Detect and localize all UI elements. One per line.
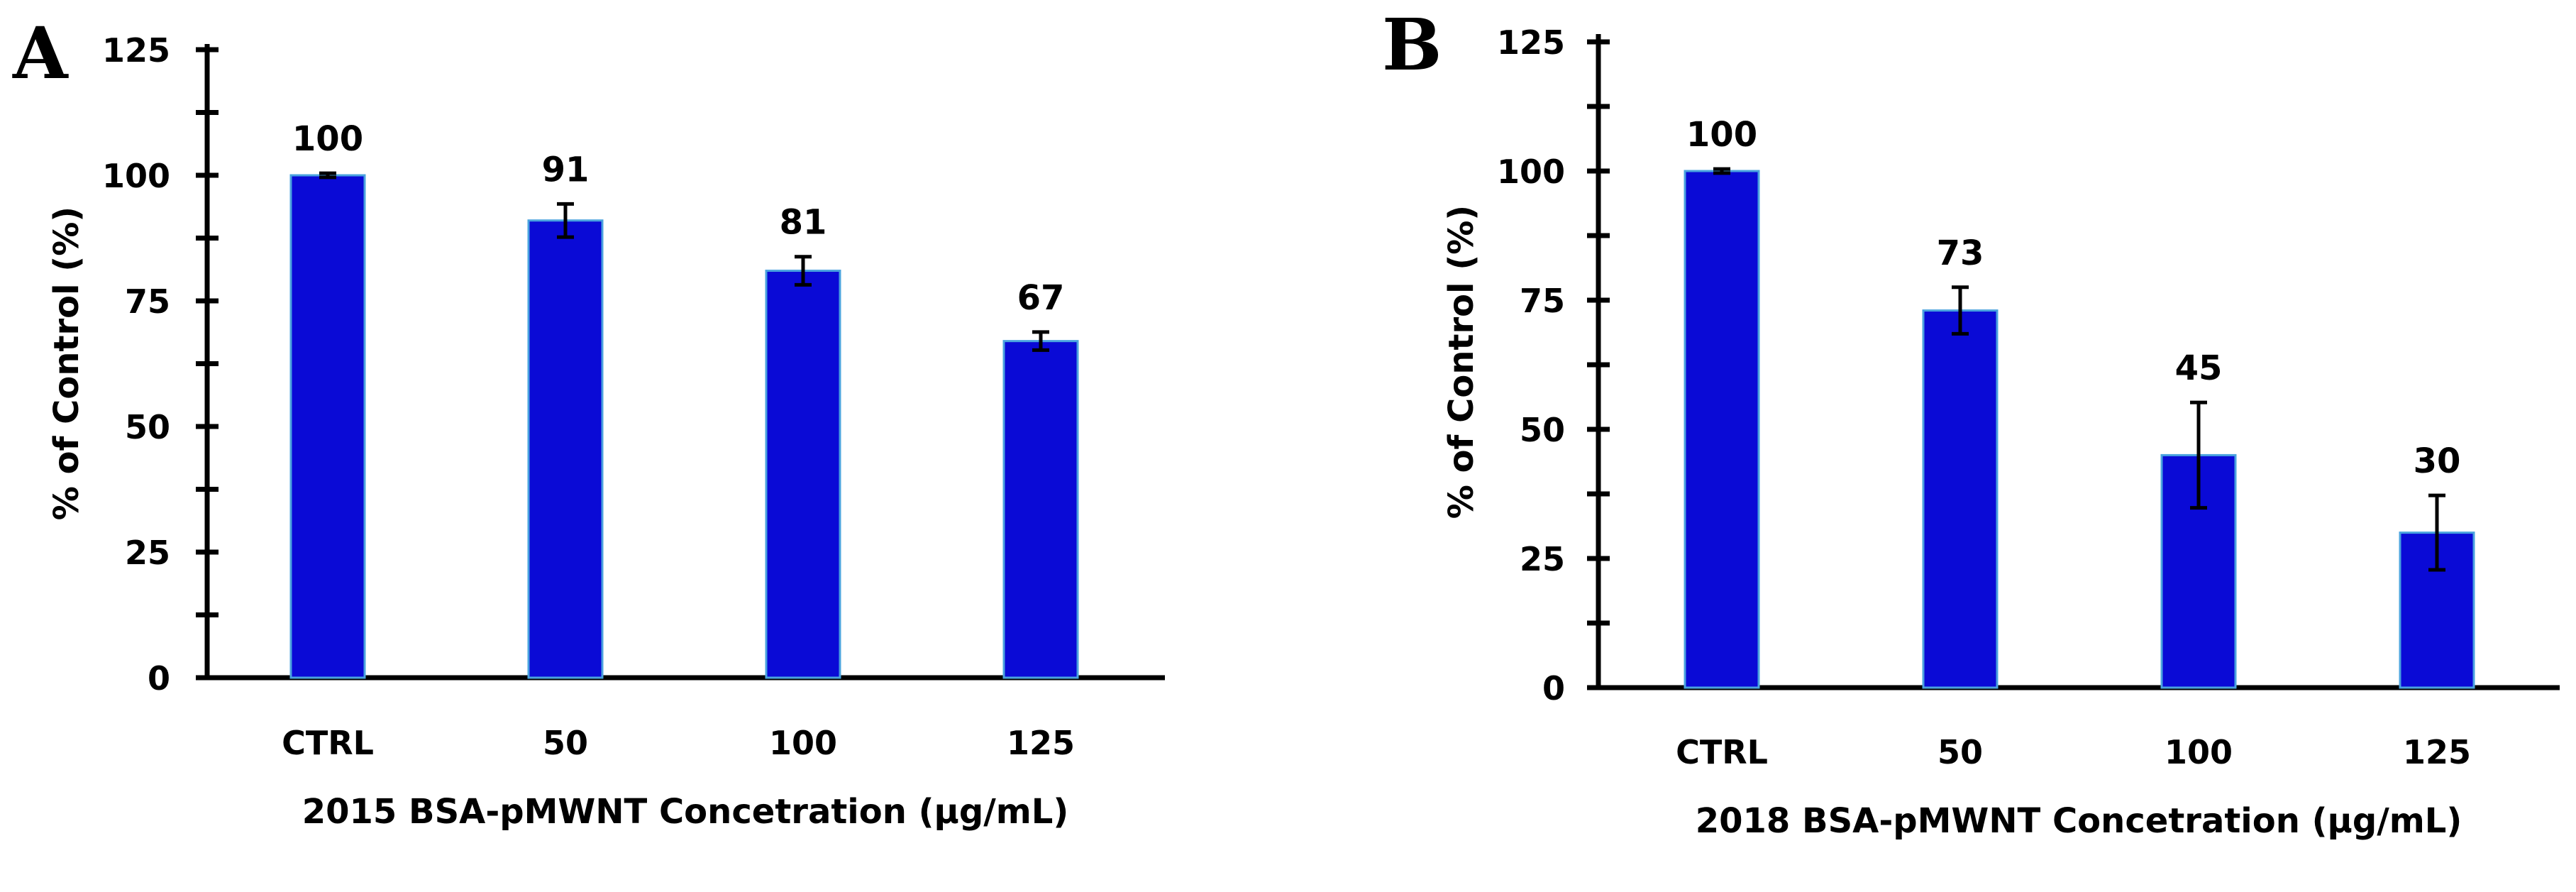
y-tick-label: 100 <box>102 157 170 195</box>
data-label: 100 <box>1686 115 1757 155</box>
data-labels-b: 100 73 45 30 <box>1686 115 2461 481</box>
y-tick-label: 100 <box>1497 153 1565 191</box>
bar <box>289 174 366 679</box>
data-label: 30 <box>2414 441 2461 481</box>
x-axis-title-a: 2015 BSA-pMWNT Concetration (μg/mL) <box>302 792 1069 832</box>
x-tick-label: 100 <box>2165 733 2233 771</box>
x-tick-label: 50 <box>1937 733 1983 771</box>
bars-a <box>289 171 1079 679</box>
x-axis-a: CTRL 50 100 125 2015 BSA-pMWNT Concetrat… <box>205 675 1165 832</box>
x-tick-label: 125 <box>1007 724 1075 762</box>
chart-panel-b: B 0 25 50 75 100 125 % of Control (%) CT… <box>1382 3 2560 841</box>
data-label: 91 <box>542 150 590 189</box>
bar <box>1684 170 1760 689</box>
y-tick-label: 0 <box>148 659 170 698</box>
bar <box>1002 340 1079 679</box>
y-tick-label: 0 <box>1542 669 1565 707</box>
bar <box>1922 309 1999 689</box>
x-tick-label: CTRL <box>282 724 374 762</box>
y-tick-label: 75 <box>1520 282 1565 320</box>
panel-label-a: A <box>12 11 69 95</box>
bar <box>527 219 604 679</box>
data-label: 73 <box>1937 233 1984 273</box>
chart-panel-a: A 0 25 50 75 100 125 % of Control (%) CT… <box>12 11 1165 832</box>
data-label: 67 <box>1017 278 1065 318</box>
y-tick-label: 125 <box>102 31 170 70</box>
x-axis-title-b: 2018 BSA-pMWNT Concetration (μg/mL) <box>1696 801 2462 841</box>
y-tick-label: 75 <box>125 282 170 321</box>
panel-label-b: B <box>1382 3 1442 87</box>
y-axis-a: 0 25 50 75 100 125 % of Control (%) <box>47 31 219 698</box>
y-ticks-a <box>196 47 219 681</box>
y-axis-title-b: % of Control (%) <box>1442 205 1481 519</box>
data-labels-a: 100 91 81 67 <box>292 119 1065 318</box>
y-axis-b: 0 25 50 75 100 125 % of Control (%) <box>1442 23 1610 707</box>
x-axis-b: CTRL 50 100 125 2018 BSA-pMWNT Concetrat… <box>1596 685 2560 841</box>
bars-b <box>1684 167 2475 689</box>
y-tick-label: 25 <box>125 534 170 572</box>
y-tick-label: 25 <box>1520 540 1565 578</box>
x-tick-label: 125 <box>2403 733 2471 771</box>
y-tick-label: 50 <box>125 408 170 446</box>
x-tick-label: CTRL <box>1676 733 1768 771</box>
x-tick-label: 100 <box>769 724 837 762</box>
x-tick-label: 50 <box>543 724 588 762</box>
y-tick-label: 50 <box>1520 411 1565 449</box>
data-label: 100 <box>292 119 363 159</box>
y-tick-label: 125 <box>1497 23 1565 62</box>
data-label: 45 <box>2175 348 2223 388</box>
y-axis-title-a: % of Control (%) <box>47 207 87 520</box>
bar <box>765 270 841 679</box>
data-label: 81 <box>780 203 827 243</box>
